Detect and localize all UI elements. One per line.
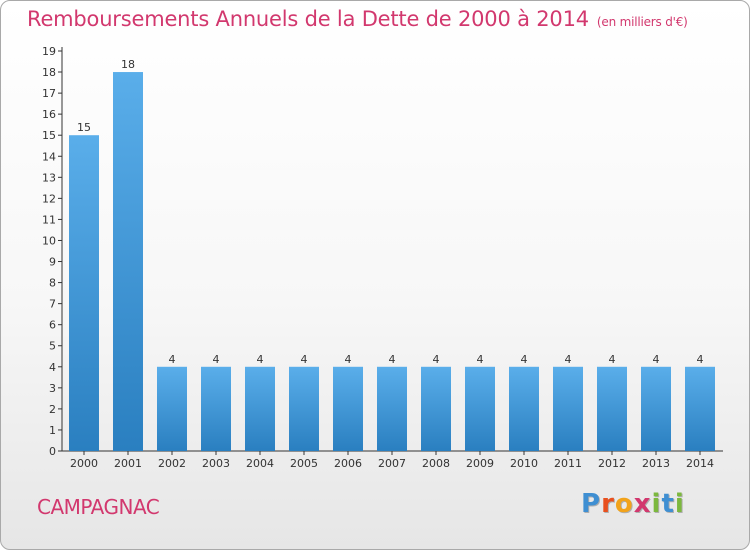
y-tick-label: 12 (42, 192, 56, 205)
title-text: Remboursements Annuels de la Dette de 20… (27, 7, 589, 31)
y-tick-label: 11 (42, 213, 56, 226)
x-tick-label: 2004 (246, 457, 274, 470)
y-tick-label: 1 (49, 424, 56, 437)
y-tick-label: 10 (42, 234, 56, 247)
data-label: 4 (653, 353, 660, 366)
commune-name: CAMPAGNAC (37, 495, 160, 519)
x-tick-label: 2011 (554, 457, 582, 470)
y-tick-label: 13 (42, 171, 56, 184)
logo-letter: i (651, 489, 662, 519)
y-tick-label: 9 (49, 256, 56, 269)
data-label: 4 (213, 353, 220, 366)
data-label: 4 (301, 353, 308, 366)
bar (553, 366, 583, 451)
x-tick-label: 2012 (598, 457, 626, 470)
proxiti-logo[interactable]: Proxiti (581, 489, 685, 519)
y-tick-label: 17 (42, 87, 56, 100)
bar (201, 366, 231, 451)
y-tick-label: 15 (42, 129, 56, 142)
bar (157, 366, 187, 451)
bar (289, 366, 319, 451)
y-tick-label: 14 (42, 150, 56, 163)
data-label: 4 (257, 353, 264, 366)
logo-letter: x (633, 489, 652, 519)
y-tick-label: 0 (49, 445, 56, 458)
x-tick-label: 2003 (202, 457, 230, 470)
data-label: 4 (521, 353, 528, 366)
title-unit: (en milliers d'€) (596, 15, 688, 29)
y-tick-label: 2 (49, 403, 56, 416)
x-tick-label: 2001 (114, 457, 142, 470)
logo-letter: P (581, 489, 602, 519)
x-tick-label: 2007 (378, 457, 406, 470)
x-tick-label: 2002 (158, 457, 186, 470)
data-label: 15 (77, 121, 91, 134)
x-tick-label: 2009 (466, 457, 494, 470)
bar (333, 366, 363, 451)
chart-bars: 15 18 4 4 4 4 4 4 4 4 4 4 4 4 4 (69, 58, 715, 452)
data-label: 4 (609, 353, 616, 366)
x-tick-label: 2005 (290, 457, 318, 470)
data-label: 18 (121, 58, 135, 71)
x-tick-label: 2008 (422, 457, 450, 470)
data-label: 4 (697, 353, 704, 366)
x-tick-label: 2000 (70, 457, 98, 470)
data-label: 4 (565, 353, 572, 366)
logo-letter: o (614, 489, 634, 519)
x-tick-label: 2013 (642, 457, 670, 470)
logo-letter: i (674, 489, 685, 519)
bar (377, 366, 407, 451)
logo-letter: r (601, 489, 615, 519)
bar (509, 366, 539, 451)
data-label: 4 (389, 353, 396, 366)
data-label: 4 (169, 353, 176, 366)
bar (421, 366, 451, 451)
y-tick-label: 5 (49, 340, 56, 353)
x-tick-label: 2010 (510, 457, 538, 470)
y-tick-label: 16 (42, 108, 56, 121)
y-tick-label: 4 (49, 361, 56, 374)
logo-letter: t (661, 489, 675, 519)
data-label: 4 (345, 353, 352, 366)
y-tick-label: 8 (49, 277, 56, 290)
y-tick-label: 19 (42, 45, 56, 58)
x-tick-label: 2014 (686, 457, 714, 470)
y-tick-label: 3 (49, 382, 56, 395)
bar (685, 366, 715, 451)
y-tick-label: 7 (49, 298, 56, 311)
y-tick-label: 6 (49, 319, 56, 332)
bar (113, 72, 143, 451)
bar (245, 366, 275, 451)
bar (641, 366, 671, 451)
x-tick-label: 2006 (334, 457, 362, 470)
y-tick-label: 18 (42, 66, 56, 79)
bar (465, 366, 495, 451)
data-label: 4 (477, 353, 484, 366)
chart-title: Remboursements Annuels de la Dette de 20… (27, 7, 688, 31)
bar (69, 135, 99, 452)
data-label: 4 (433, 353, 440, 366)
bar (597, 366, 627, 451)
